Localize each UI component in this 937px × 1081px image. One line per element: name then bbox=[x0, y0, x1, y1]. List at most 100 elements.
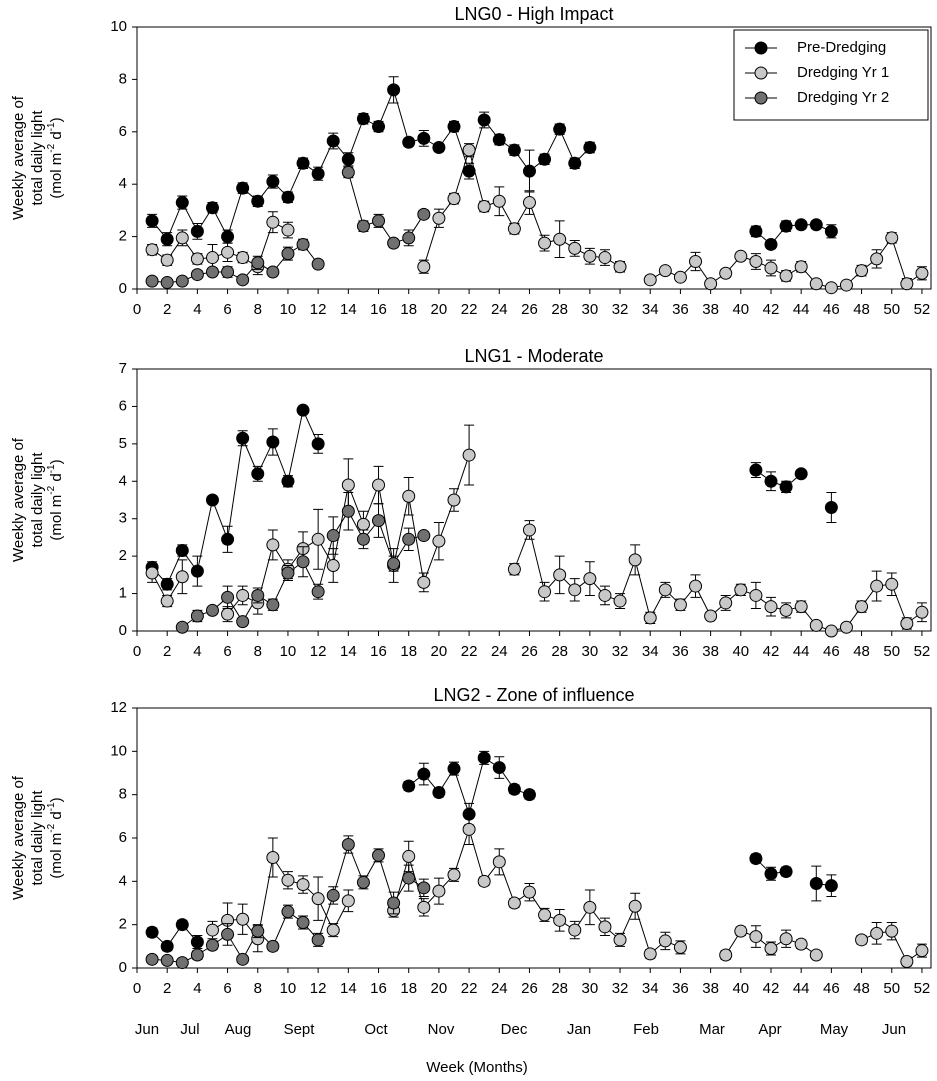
month-label: Jan bbox=[567, 1021, 591, 1038]
data-point bbox=[281, 566, 295, 580]
data-point bbox=[462, 164, 476, 178]
x-tick-label: 6 bbox=[223, 301, 231, 318]
data-point bbox=[281, 474, 295, 488]
data-point bbox=[900, 277, 914, 291]
data-point bbox=[326, 888, 340, 902]
unit-text: d bbox=[48, 473, 65, 486]
data-point bbox=[205, 923, 219, 937]
x-tick-label: 4 bbox=[193, 980, 201, 997]
y-tick-label: 2 bbox=[119, 228, 127, 245]
data-point bbox=[779, 865, 793, 879]
data-point bbox=[719, 596, 733, 610]
data-point bbox=[492, 855, 506, 869]
data-point bbox=[341, 165, 355, 179]
data-point bbox=[236, 588, 250, 602]
data-point bbox=[522, 523, 536, 537]
data-point bbox=[221, 607, 235, 621]
y-axis-label: Weekly average of bbox=[10, 437, 27, 562]
data-point bbox=[387, 83, 401, 97]
data-point bbox=[779, 603, 793, 617]
unit-superscript: -2 bbox=[46, 485, 57, 494]
data-point bbox=[326, 559, 340, 572]
x-tick-label: 48 bbox=[853, 301, 870, 318]
data-point bbox=[538, 236, 552, 250]
legend-label: Pre-Dredging bbox=[797, 39, 886, 56]
data-point bbox=[673, 270, 687, 284]
data-point bbox=[266, 265, 280, 279]
month-label: Jul bbox=[180, 1021, 199, 1038]
data-point bbox=[175, 956, 189, 970]
x-tick-label: 6 bbox=[223, 980, 231, 997]
data-point bbox=[643, 273, 657, 287]
data-point bbox=[190, 609, 204, 623]
data-point bbox=[673, 598, 687, 612]
y-tick-label: 4 bbox=[119, 472, 127, 489]
data-point bbox=[553, 232, 567, 246]
x-tick-label: 14 bbox=[340, 643, 357, 660]
data-point bbox=[522, 164, 536, 178]
data-point bbox=[855, 600, 869, 614]
data-point bbox=[794, 218, 808, 232]
data-point bbox=[432, 786, 446, 799]
data-point bbox=[538, 908, 552, 922]
data-point bbox=[221, 230, 235, 244]
data-point bbox=[175, 544, 189, 558]
data-point bbox=[175, 274, 189, 288]
data-point bbox=[779, 219, 793, 233]
y-axis-label: total daily light bbox=[29, 452, 46, 548]
x-tick-label: 8 bbox=[254, 301, 262, 318]
series-line bbox=[152, 410, 831, 584]
legend-label: Dredging Yr 1 bbox=[797, 64, 889, 81]
data-point bbox=[311, 167, 325, 181]
data-point bbox=[311, 257, 325, 271]
data-point bbox=[417, 900, 431, 914]
x-tick-label: 24 bbox=[491, 643, 508, 660]
data-point bbox=[809, 618, 823, 632]
data-point bbox=[372, 214, 386, 228]
data-point bbox=[296, 555, 310, 569]
legend-marker bbox=[754, 41, 768, 55]
data-point bbox=[356, 532, 370, 546]
data-point bbox=[251, 256, 265, 270]
data-point bbox=[372, 514, 386, 528]
data-point bbox=[311, 532, 325, 546]
data-point bbox=[447, 192, 461, 206]
y-axis-label: total daily light bbox=[29, 110, 46, 206]
data-point bbox=[341, 838, 355, 851]
x-tick-label: 48 bbox=[853, 980, 870, 997]
data-point bbox=[236, 615, 250, 629]
data-point bbox=[236, 181, 250, 195]
x-tick-label: 46 bbox=[823, 301, 840, 318]
data-point bbox=[205, 938, 219, 952]
data-point bbox=[492, 133, 506, 147]
y-tick-label: 2 bbox=[119, 547, 127, 564]
data-point bbox=[492, 194, 506, 208]
data-point bbox=[462, 822, 476, 836]
x-tick-label: 18 bbox=[400, 980, 417, 997]
data-point bbox=[855, 933, 869, 947]
x-tick-label: 38 bbox=[702, 301, 719, 318]
unit-text: (mol m bbox=[48, 833, 65, 879]
unit-superscript: -2 bbox=[46, 823, 57, 832]
chart-title: LNG1 - Moderate bbox=[464, 346, 603, 366]
data-point bbox=[402, 532, 416, 546]
data-point bbox=[341, 478, 355, 492]
unit-text: ) bbox=[48, 117, 65, 122]
data-point bbox=[583, 141, 597, 155]
data-point bbox=[266, 175, 280, 189]
y-tick-label: 1 bbox=[119, 585, 127, 602]
x-tick-label: 40 bbox=[732, 980, 749, 997]
data-point bbox=[568, 156, 582, 170]
data-point bbox=[719, 948, 733, 962]
data-point bbox=[402, 231, 416, 245]
data-point bbox=[613, 933, 627, 947]
y-tick-label: 6 bbox=[119, 829, 127, 846]
x-tick-label: 10 bbox=[280, 301, 297, 318]
data-point bbox=[221, 245, 235, 259]
unit-superscript: -2 bbox=[46, 143, 57, 152]
data-point bbox=[915, 944, 929, 958]
x-tick-label: 26 bbox=[521, 301, 538, 318]
y-tick-label: 8 bbox=[119, 786, 127, 803]
data-point bbox=[221, 532, 235, 546]
data-point bbox=[402, 871, 416, 885]
